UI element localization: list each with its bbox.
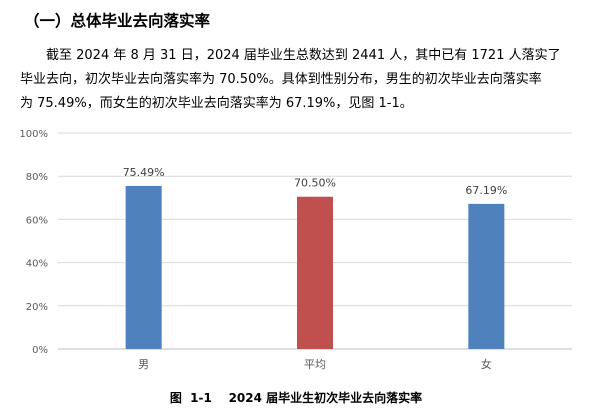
y-tick-label: 20% [26, 302, 48, 313]
y-tick-label: 60% [26, 215, 48, 226]
x-tick-label: 平均 [304, 358, 326, 371]
paragraph-line: 为 75.49%，而女生的初次毕业去向落实率为 67.19%，见图 1-1。 [20, 96, 413, 111]
section-heading: （一）总体毕业去向落实率 [24, 12, 211, 30]
bar [468, 203, 505, 349]
y-tick-label: 0% [32, 345, 48, 356]
paragraph-line: 毕业去向，初次毕业去向落实率为 70.50%。具体到性别分布，男生的初次毕业去向… [20, 72, 542, 87]
data-label: 67.19% [465, 184, 507, 197]
x-tick-label: 男 [138, 358, 149, 371]
data-label: 70.50% [294, 177, 336, 190]
y-tick-label: 80% [26, 172, 48, 183]
bar [125, 185, 162, 349]
x-tick-label: 女 [481, 357, 492, 371]
bar-chart: 0% 20% 40% 60% 80% 100% 75.49% 男 70.50% 平均 67.19% 女 [19, 129, 572, 371]
figure-caption: 图 1-1 2024 届毕业生初次毕业去向落实率 [169, 391, 423, 405]
intro-paragraph: 截至 2024 年 8 月 31 日，2024 届毕业生总数达到 2441 人，… [20, 44, 586, 116]
data-label: 75.49% [123, 166, 165, 179]
y-tick-label: 100% [19, 129, 48, 140]
paragraph-line: 截至 2024 年 8 月 31 日，2024 届毕业生总数达到 2441 人，… [46, 48, 561, 63]
bar [297, 196, 333, 349]
y-tick-label: 40% [26, 259, 48, 270]
